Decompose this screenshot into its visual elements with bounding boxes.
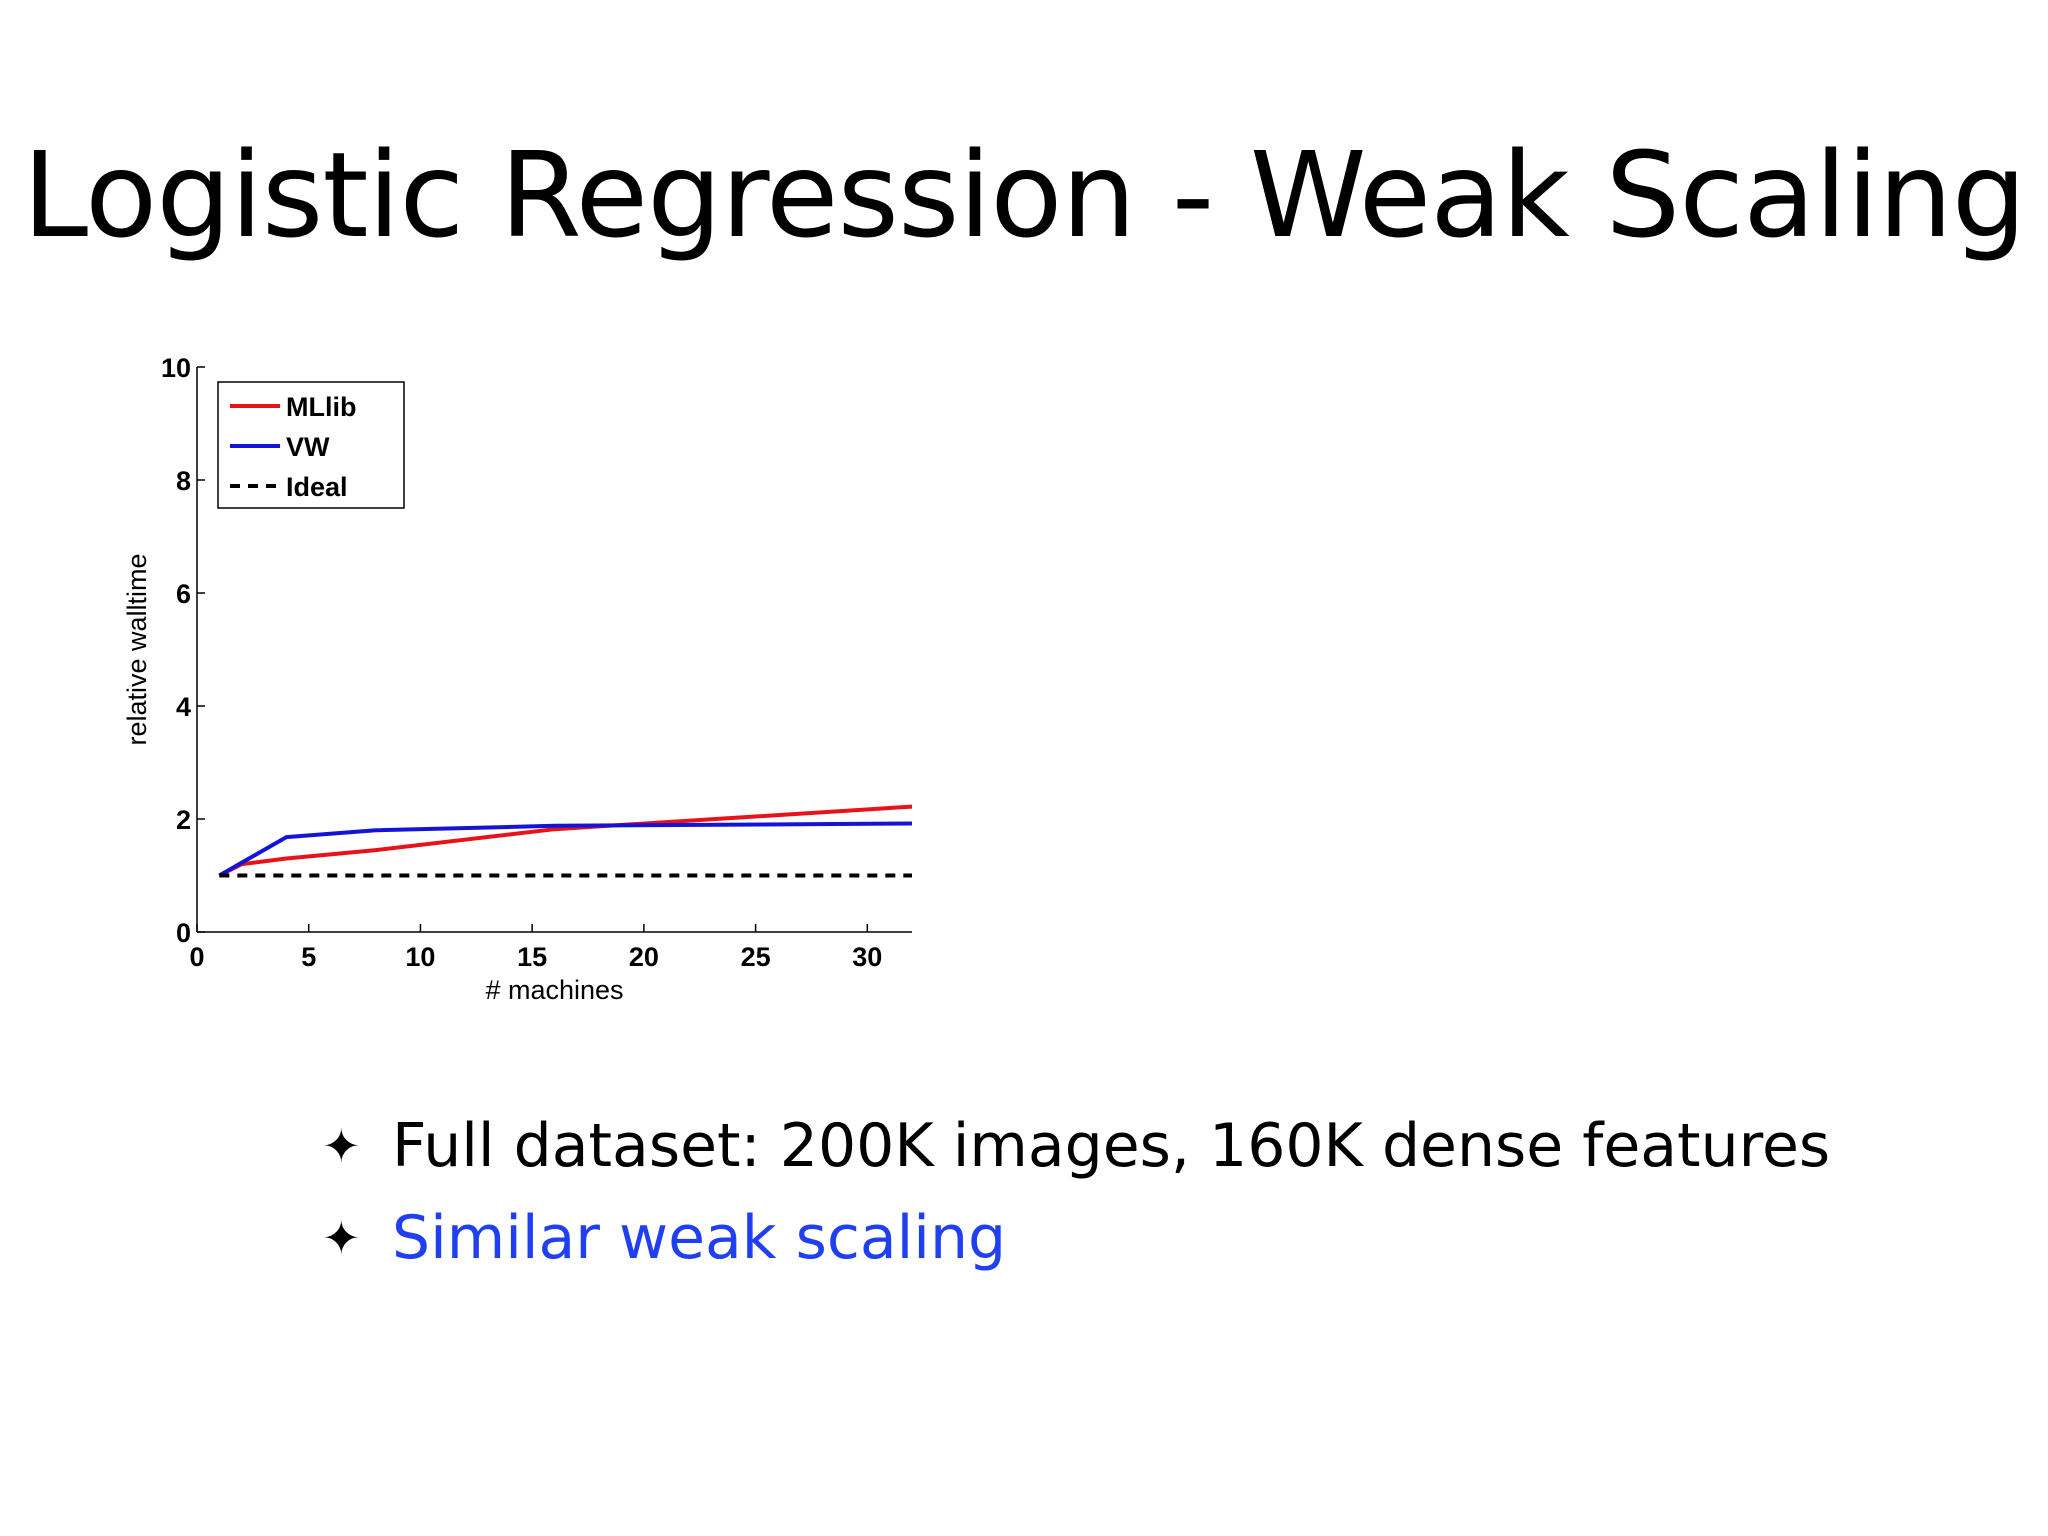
slide-title: Logistic Regression - Weak Scaling xyxy=(22,126,2026,264)
legend-label-ideal: Ideal xyxy=(286,472,348,502)
y-axis-label: relative walltime xyxy=(122,553,152,745)
y-tick-label: 8 xyxy=(176,466,191,496)
four-pointed-star-icon: ✦ xyxy=(322,1211,361,1265)
y-tick-label: 2 xyxy=(176,805,191,835)
x-tick-label: 0 xyxy=(189,942,204,972)
y-tick-label: 0 xyxy=(176,918,191,948)
series-line-vw xyxy=(218,821,913,878)
legend-label-vw: VW xyxy=(286,432,330,462)
series-lines xyxy=(218,804,913,878)
x-tick-label: 25 xyxy=(741,942,771,972)
y-tick-label: 10 xyxy=(161,353,191,383)
x-axis-label: # machines xyxy=(485,975,623,1005)
legend: MLlib VW Ideal xyxy=(217,381,405,509)
y-tick-label: 4 xyxy=(176,692,191,722)
bullet-item: ✦ Full dataset: 200K images, 160K dense … xyxy=(322,1100,1922,1192)
x-tick-label: 30 xyxy=(852,942,882,972)
x-tick-label: 5 xyxy=(301,942,316,972)
bullet-list: ✦ Full dataset: 200K images, 160K dense … xyxy=(322,1100,1922,1284)
series-line-mllib xyxy=(218,804,913,878)
x-tick-label: 10 xyxy=(405,942,435,972)
axes: 0 5 10 15 20 25 30 0 2 4 6 8 10 # machines relative wa… xyxy=(122,353,912,1005)
x-tick-label: 15 xyxy=(517,942,547,972)
x-tick-label: 20 xyxy=(629,942,659,972)
bullet-item: ✦ Similar weak scaling xyxy=(322,1192,1922,1284)
y-tick-label: 6 xyxy=(176,579,191,609)
bullet-text-dataset: Full dataset: 200K images, 160K dense fe… xyxy=(392,1111,1831,1181)
legend-label-mllib: MLlib xyxy=(286,392,356,422)
four-pointed-star-icon: ✦ xyxy=(322,1119,361,1173)
bullet-text-scaling: Similar weak scaling xyxy=(392,1203,1007,1273)
